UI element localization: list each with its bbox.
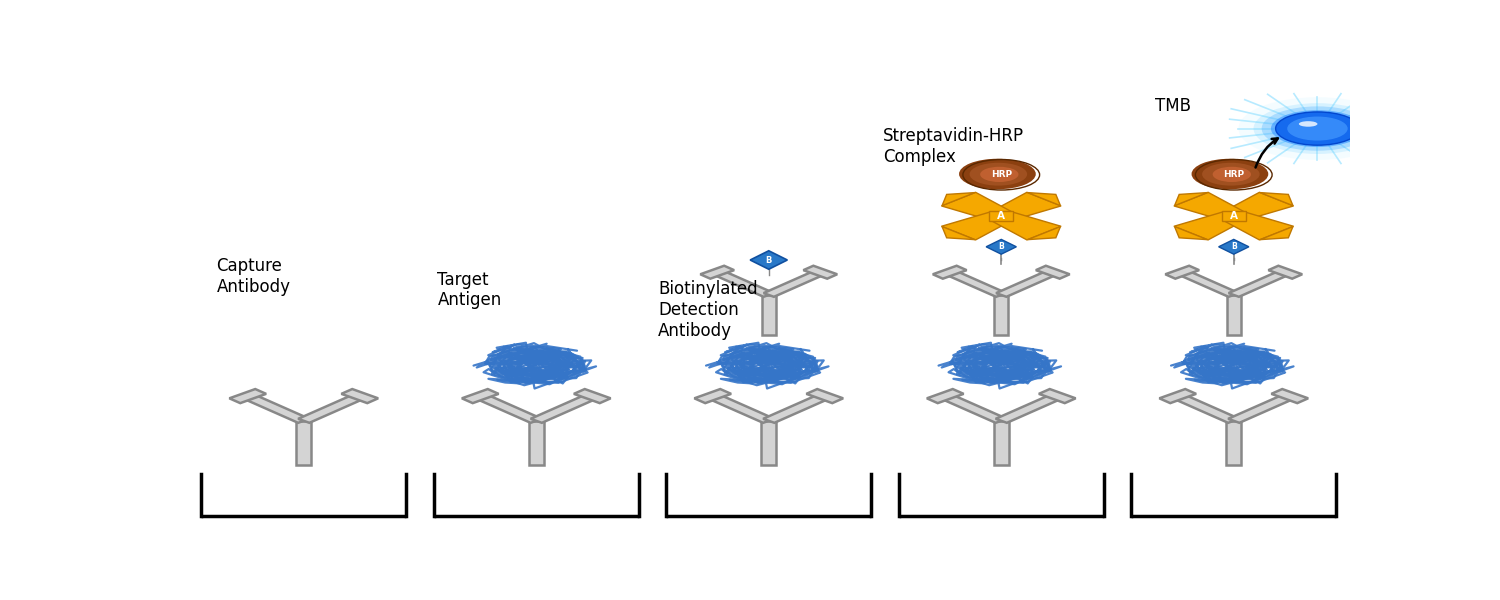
Polygon shape — [760, 421, 777, 464]
Text: A: A — [1230, 211, 1238, 221]
Circle shape — [958, 159, 1036, 189]
Polygon shape — [1174, 212, 1245, 240]
Polygon shape — [700, 266, 734, 278]
Text: B: B — [1232, 242, 1236, 251]
Polygon shape — [993, 421, 1010, 464]
Polygon shape — [1227, 295, 1240, 335]
Polygon shape — [986, 239, 1017, 254]
Circle shape — [1275, 112, 1359, 145]
Circle shape — [1202, 163, 1260, 185]
Polygon shape — [990, 212, 1060, 240]
Circle shape — [1191, 159, 1269, 189]
Polygon shape — [242, 394, 309, 423]
Circle shape — [1239, 97, 1397, 160]
Text: TMB: TMB — [1155, 97, 1191, 115]
Polygon shape — [1269, 266, 1302, 278]
Polygon shape — [942, 193, 1012, 220]
Text: Streptavidin-HRP
Complex: Streptavidin-HRP Complex — [882, 127, 1024, 166]
Polygon shape — [764, 271, 825, 297]
Polygon shape — [230, 389, 266, 403]
Text: B: B — [999, 242, 1004, 251]
Polygon shape — [1260, 193, 1293, 206]
Circle shape — [1270, 110, 1364, 147]
Text: HRP: HRP — [990, 170, 1012, 179]
Polygon shape — [996, 394, 1064, 423]
Text: Target
Antigen: Target Antigen — [438, 271, 501, 310]
Polygon shape — [1028, 227, 1060, 239]
Polygon shape — [804, 266, 837, 278]
Circle shape — [1254, 103, 1382, 154]
Polygon shape — [298, 394, 366, 423]
Polygon shape — [706, 394, 774, 423]
Polygon shape — [1260, 227, 1293, 239]
Polygon shape — [1272, 389, 1308, 403]
Polygon shape — [994, 295, 1008, 335]
Polygon shape — [1218, 239, 1249, 254]
Polygon shape — [1178, 271, 1239, 297]
Polygon shape — [531, 394, 598, 423]
Polygon shape — [1036, 266, 1070, 278]
Polygon shape — [1228, 271, 1290, 297]
Text: B: B — [765, 256, 772, 265]
Polygon shape — [762, 295, 776, 335]
Polygon shape — [942, 193, 975, 206]
Polygon shape — [1226, 421, 1242, 464]
Polygon shape — [1228, 394, 1296, 423]
Polygon shape — [927, 389, 963, 403]
Polygon shape — [990, 193, 1060, 220]
Circle shape — [1262, 106, 1374, 151]
Text: Biotinylated
Detection
Antibody: Biotinylated Detection Antibody — [658, 280, 758, 340]
Polygon shape — [939, 394, 1006, 423]
Polygon shape — [750, 251, 788, 269]
Polygon shape — [1040, 389, 1076, 403]
Circle shape — [969, 163, 1028, 185]
Polygon shape — [694, 389, 730, 403]
Polygon shape — [996, 271, 1058, 297]
Bar — [988, 211, 1014, 221]
Polygon shape — [1174, 227, 1208, 239]
Text: HRP: HRP — [1222, 170, 1245, 179]
Polygon shape — [764, 394, 831, 423]
Polygon shape — [1028, 193, 1060, 206]
Bar — [1221, 211, 1246, 221]
Polygon shape — [574, 389, 610, 403]
Polygon shape — [807, 389, 843, 403]
Polygon shape — [1166, 266, 1198, 278]
Polygon shape — [1222, 212, 1293, 240]
Polygon shape — [474, 394, 542, 423]
Polygon shape — [1160, 389, 1196, 403]
Text: Capture
Antibody: Capture Antibody — [216, 257, 291, 296]
Polygon shape — [942, 212, 1012, 240]
Ellipse shape — [1299, 121, 1317, 127]
Text: A: A — [998, 211, 1005, 221]
Polygon shape — [1174, 193, 1245, 220]
Polygon shape — [528, 421, 544, 464]
Polygon shape — [462, 389, 498, 403]
Polygon shape — [1174, 193, 1208, 206]
Polygon shape — [712, 271, 774, 297]
Circle shape — [1212, 167, 1251, 182]
Polygon shape — [1172, 394, 1239, 423]
Polygon shape — [933, 266, 966, 278]
Polygon shape — [342, 389, 378, 403]
Polygon shape — [1222, 193, 1293, 220]
Polygon shape — [296, 421, 312, 464]
Circle shape — [980, 167, 1018, 182]
Polygon shape — [942, 227, 975, 239]
Polygon shape — [945, 271, 1006, 297]
Circle shape — [1287, 116, 1347, 140]
